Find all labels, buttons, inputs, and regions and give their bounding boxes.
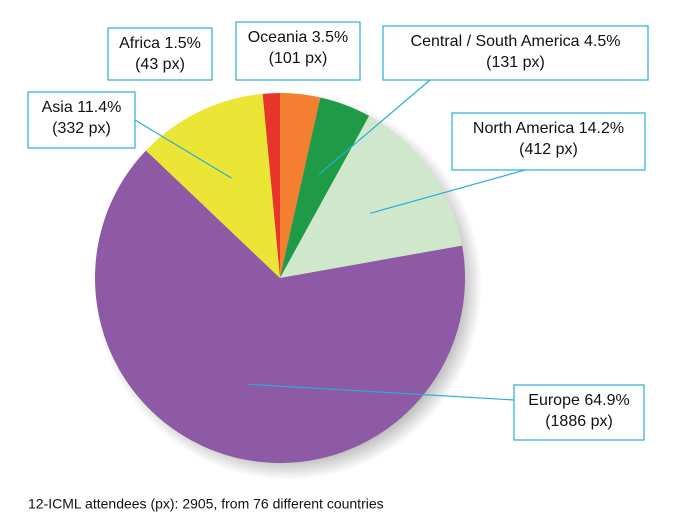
pie-slice — [280, 93, 321, 278]
label-box — [107, 27, 213, 81]
count-label: (101 px) — [269, 50, 328, 67]
value-label: 4.5% — [584, 33, 620, 50]
value-label: 1.5% — [164, 35, 200, 52]
slice-label: Asia 11.4% — [42, 99, 122, 116]
pie-slice — [262, 93, 280, 278]
category-name: Europe — [528, 392, 580, 409]
category-name: Asia — [42, 99, 73, 116]
slice-label: Oceania 3.5% — [248, 29, 349, 46]
count-label: (412 px) — [519, 141, 578, 158]
count-label: (332 px) — [52, 120, 111, 137]
category-name: Africa — [119, 35, 160, 52]
slice-label: Central / South America 4.5% — [411, 33, 621, 50]
slice-label: Europe 64.9% — [528, 392, 629, 409]
category-name: Central / South America — [411, 33, 580, 50]
slices — [95, 93, 466, 464]
footnote: 12-ICML attendees (px): 2905, from 76 di… — [28, 496, 384, 512]
pie-slice — [280, 97, 370, 278]
pie-slice — [145, 93, 280, 278]
label-box — [513, 384, 645, 441]
leader-line — [247, 383, 515, 401]
value-label: 64.9% — [584, 392, 629, 409]
leader-line — [318, 79, 431, 175]
label-box — [27, 91, 136, 149]
label-box — [451, 112, 646, 171]
slice-label: Africa 1.5% — [119, 35, 201, 52]
leader-line — [134, 119, 232, 179]
slice-label: North America 14.2% — [473, 120, 624, 137]
value-label: 11.4% — [77, 99, 121, 116]
pie-slice — [280, 115, 463, 278]
value-label: 14.2% — [579, 120, 624, 137]
category-name: Oceania — [248, 29, 308, 46]
leader-line — [370, 169, 526, 214]
labels: Africa 1.5% (43 px) Oceania 3.5% (101 px) Ce… — [27, 21, 649, 441]
count-label: (1886 px) — [545, 413, 613, 430]
category-name: North America — [473, 120, 574, 137]
value-label: 3.5% — [312, 29, 348, 46]
count-label: (131 px) — [486, 54, 545, 71]
pie-slice — [95, 150, 466, 464]
label-box — [382, 25, 649, 81]
count-label: (43 px) — [135, 56, 185, 73]
label-box — [235, 21, 361, 81]
